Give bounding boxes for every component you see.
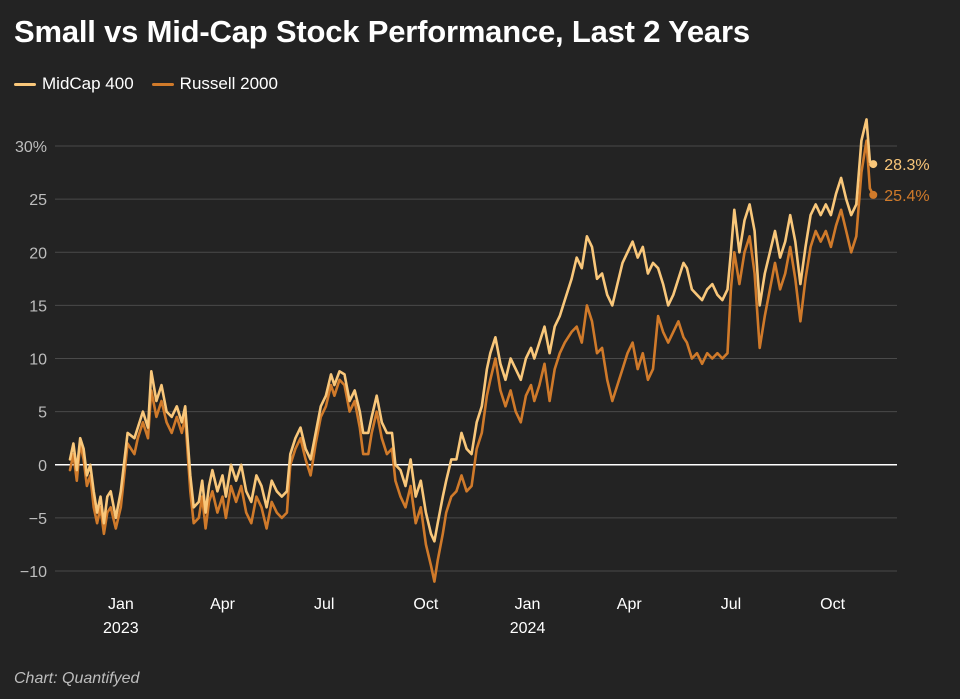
- end-label-russell: 25.4%: [884, 188, 929, 205]
- gridlines: [55, 145, 897, 572]
- x-tick-year-label: 2023: [103, 620, 139, 637]
- x-tick-year-label: 2024: [510, 620, 546, 637]
- end-label-midcap: 28.3%: [884, 157, 929, 174]
- series-line-midcap: [68, 118, 875, 543]
- x-tick-label: Apr: [210, 596, 236, 613]
- x-axis-ticks: Jan 2023 Apr Jul Oct Jan 2024 Apr Jul Oct: [103, 596, 846, 637]
- x-tick-label: Oct: [413, 596, 438, 613]
- x-tick-label: Jul: [721, 596, 741, 613]
- x-tick-label: Jul: [314, 596, 334, 613]
- end-point-russell: [869, 190, 878, 199]
- x-tick-label: Oct: [820, 596, 845, 613]
- legend: MidCap 400 Russell 2000: [14, 74, 296, 94]
- legend-item-russell: Russell 2000: [151, 74, 278, 94]
- chart-title: Small vs Mid-Cap Stock Performance, Last…: [14, 14, 750, 49]
- legend-swatch-russell: [151, 82, 174, 86]
- series-line-russell: [68, 139, 875, 583]
- x-tick-label: Apr: [617, 596, 643, 613]
- y-tick-label: 10: [29, 352, 47, 369]
- y-tick-label: −10: [20, 564, 47, 581]
- legend-item-midcap: MidCap 400: [14, 74, 134, 94]
- y-tick-label: 15: [29, 298, 47, 315]
- y-axis-ticks: 30% 25 20 15 10 5 0 −5 −10: [15, 139, 47, 581]
- end-markers: 28.3% 25.4%: [869, 157, 930, 205]
- y-tick-label: 25: [29, 192, 47, 209]
- y-tick-label: 20: [29, 245, 47, 262]
- series-lines: [68, 118, 875, 583]
- x-tick-label: Jan: [108, 596, 134, 613]
- y-tick-label: 30%: [15, 139, 47, 156]
- legend-label-midcap: MidCap 400: [42, 74, 134, 93]
- legend-swatch-midcap: [14, 82, 36, 86]
- chart-source: Chart: Quantifyed: [14, 670, 140, 687]
- y-tick-label: 0: [38, 458, 47, 475]
- legend-label-russell: Russell 2000: [179, 74, 278, 93]
- x-tick-label: Jan: [515, 596, 541, 613]
- y-tick-label: 5: [38, 405, 47, 422]
- end-point-midcap: [869, 160, 878, 169]
- y-tick-label: −5: [29, 511, 47, 528]
